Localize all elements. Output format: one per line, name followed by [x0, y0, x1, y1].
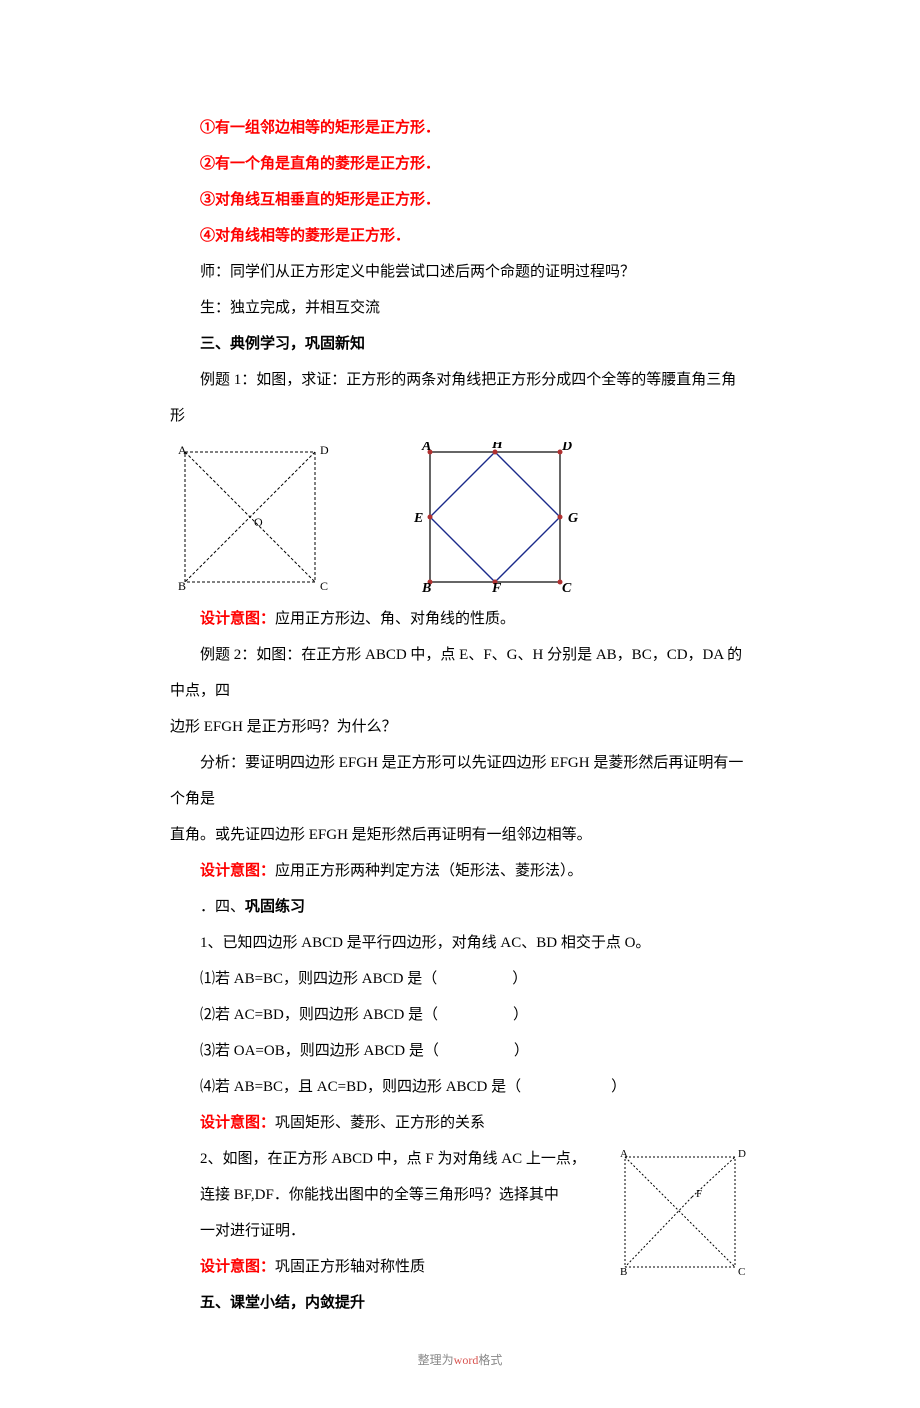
design-text-3: 巩固矩形、菱形、正方形的关系	[275, 1115, 485, 1131]
section-5-title: 五、课堂小结，内敛提升	[170, 1285, 750, 1321]
label-C: C	[320, 579, 328, 592]
label-F: F	[491, 581, 502, 592]
label-C3: C	[738, 1266, 745, 1277]
label-D2: D	[561, 442, 572, 454]
label-H: H	[491, 442, 504, 452]
statement-3: ③对角线互相垂直的矩形是正方形．	[170, 182, 750, 218]
example-1: 例题 1：如图，求证：正方形的两条对角线把正方形分成四个全等的等腰直角三角形	[170, 362, 750, 434]
section-3-title: 三、典例学习，巩固新知	[170, 326, 750, 362]
label-D3: D	[738, 1148, 746, 1160]
design-intent-4: 设计意图：巩固正方形轴对称性质	[170, 1249, 610, 1285]
label-A3: A	[620, 1148, 628, 1160]
label-B2: B	[421, 581, 431, 592]
teacher-line: 师：同学们从正方形定义中能尝试口述后两个命题的证明过程吗？	[170, 254, 750, 290]
q1-4: ⑷若 AB=BC，且 AC=BD，则四边形 ABCD 是（ ）	[170, 1069, 750, 1105]
label-C2: C	[562, 581, 572, 592]
example-2-line-b: 边形 EFGH 是正方形吗？为什么？	[170, 709, 750, 745]
q2-text: 2、如图，在正方形 ABCD 中，点 F 为对角线 AC 上一点， 连接 BF,…	[170, 1141, 610, 1285]
label-G: G	[568, 511, 578, 526]
section-4-bold: 巩固练习	[245, 899, 305, 915]
label-D: D	[320, 443, 329, 457]
label-A: A	[178, 443, 187, 457]
footer-prefix: 整理为	[418, 1353, 454, 1367]
footer-word: word	[454, 1353, 479, 1367]
design-text-2: 应用正方形两种判定方法（矩形法、菱形法）。	[275, 863, 583, 879]
diagram-row: A D B C O A H D G	[170, 442, 750, 597]
label-O: O	[254, 515, 263, 529]
diagram-square-midpoints: A H D G C F B E	[400, 442, 590, 597]
example-2-line-a: 例题 2：如图：在正方形 ABCD 中，点 E、F、G、H 分别是 AB，BC，…	[170, 637, 750, 709]
q2-row: 2、如图，在正方形 ABCD 中，点 F 为对角线 AC 上一点， 连接 BF,…	[170, 1141, 750, 1285]
statement-2: ②有一个角是直角的菱形是正方形．	[170, 146, 750, 182]
diagram-square-diagonals: A D B C O	[170, 442, 340, 597]
design-intent-3: 设计意图：巩固矩形、菱形、正方形的关系	[170, 1105, 750, 1141]
statement-1: ①有一组邻边相等的矩形是正方形．	[170, 110, 750, 146]
page-footer: 整理为word格式	[170, 1351, 750, 1368]
q2-line-a: 2、如图，在正方形 ABCD 中，点 F 为对角线 AC 上一点，	[170, 1141, 610, 1177]
label-B3: B	[620, 1266, 627, 1277]
section-4-prefix: ．四、	[200, 899, 245, 915]
design-label-2: 设计意图：	[200, 863, 275, 879]
q2-line-b: 连接 BF,DF．你能找出图中的全等三角形吗？选择其中	[170, 1177, 610, 1213]
q1-stem: 1、已知四边形 ABCD 是平行四边形，对角线 AC、BD 相交于点 O。	[170, 925, 750, 961]
document-page: ①有一组邻边相等的矩形是正方形． ②有一个角是直角的菱形是正方形． ③对角线互相…	[0, 0, 920, 1408]
section-4-title: ．四、巩固练习	[170, 889, 750, 925]
statement-4: ④对角线相等的菱形是正方形．	[170, 218, 750, 254]
label-F3: F	[696, 1188, 702, 1200]
label-B: B	[178, 579, 186, 592]
q1-1: ⑴若 AB=BC，则四边形 ABCD 是（ ）	[170, 961, 750, 997]
design-text-1: 应用正方形边、角、对角线的性质。	[275, 611, 515, 627]
design-text-4: 巩固正方形轴对称性质	[275, 1259, 425, 1275]
analysis-line-b: 直角。或先证四边形 EFGH 是矩形然后再证明有一组邻边相等。	[170, 817, 750, 853]
design-label-4: 设计意图：	[200, 1259, 275, 1275]
design-label-3: 设计意图：	[200, 1115, 275, 1131]
student-line: 生：独立完成，并相互交流	[170, 290, 750, 326]
design-intent-2: 设计意图：应用正方形两种判定方法（矩形法、菱形法）。	[170, 853, 750, 889]
q1-3: ⑶若 OA=OB，则四边形 ABCD 是（ ）	[170, 1033, 750, 1069]
design-label-1: 设计意图：	[200, 611, 275, 627]
design-intent-1: 设计意图：应用正方形边、角、对角线的性质。	[170, 601, 750, 637]
q1-2: ⑵若 AC=BD，则四边形 ABCD 是（ ）	[170, 997, 750, 1033]
label-E: E	[413, 511, 423, 526]
label-A2: A	[421, 442, 431, 454]
diagram-square-point-f: A D B C F	[610, 1147, 750, 1282]
footer-suffix: 格式	[478, 1353, 502, 1367]
q2-line-c: 一对进行证明．	[170, 1213, 610, 1249]
analysis-line-a: 分析：要证明四边形 EFGH 是正方形可以先证四边形 EFGH 是菱形然后再证明…	[170, 745, 750, 817]
